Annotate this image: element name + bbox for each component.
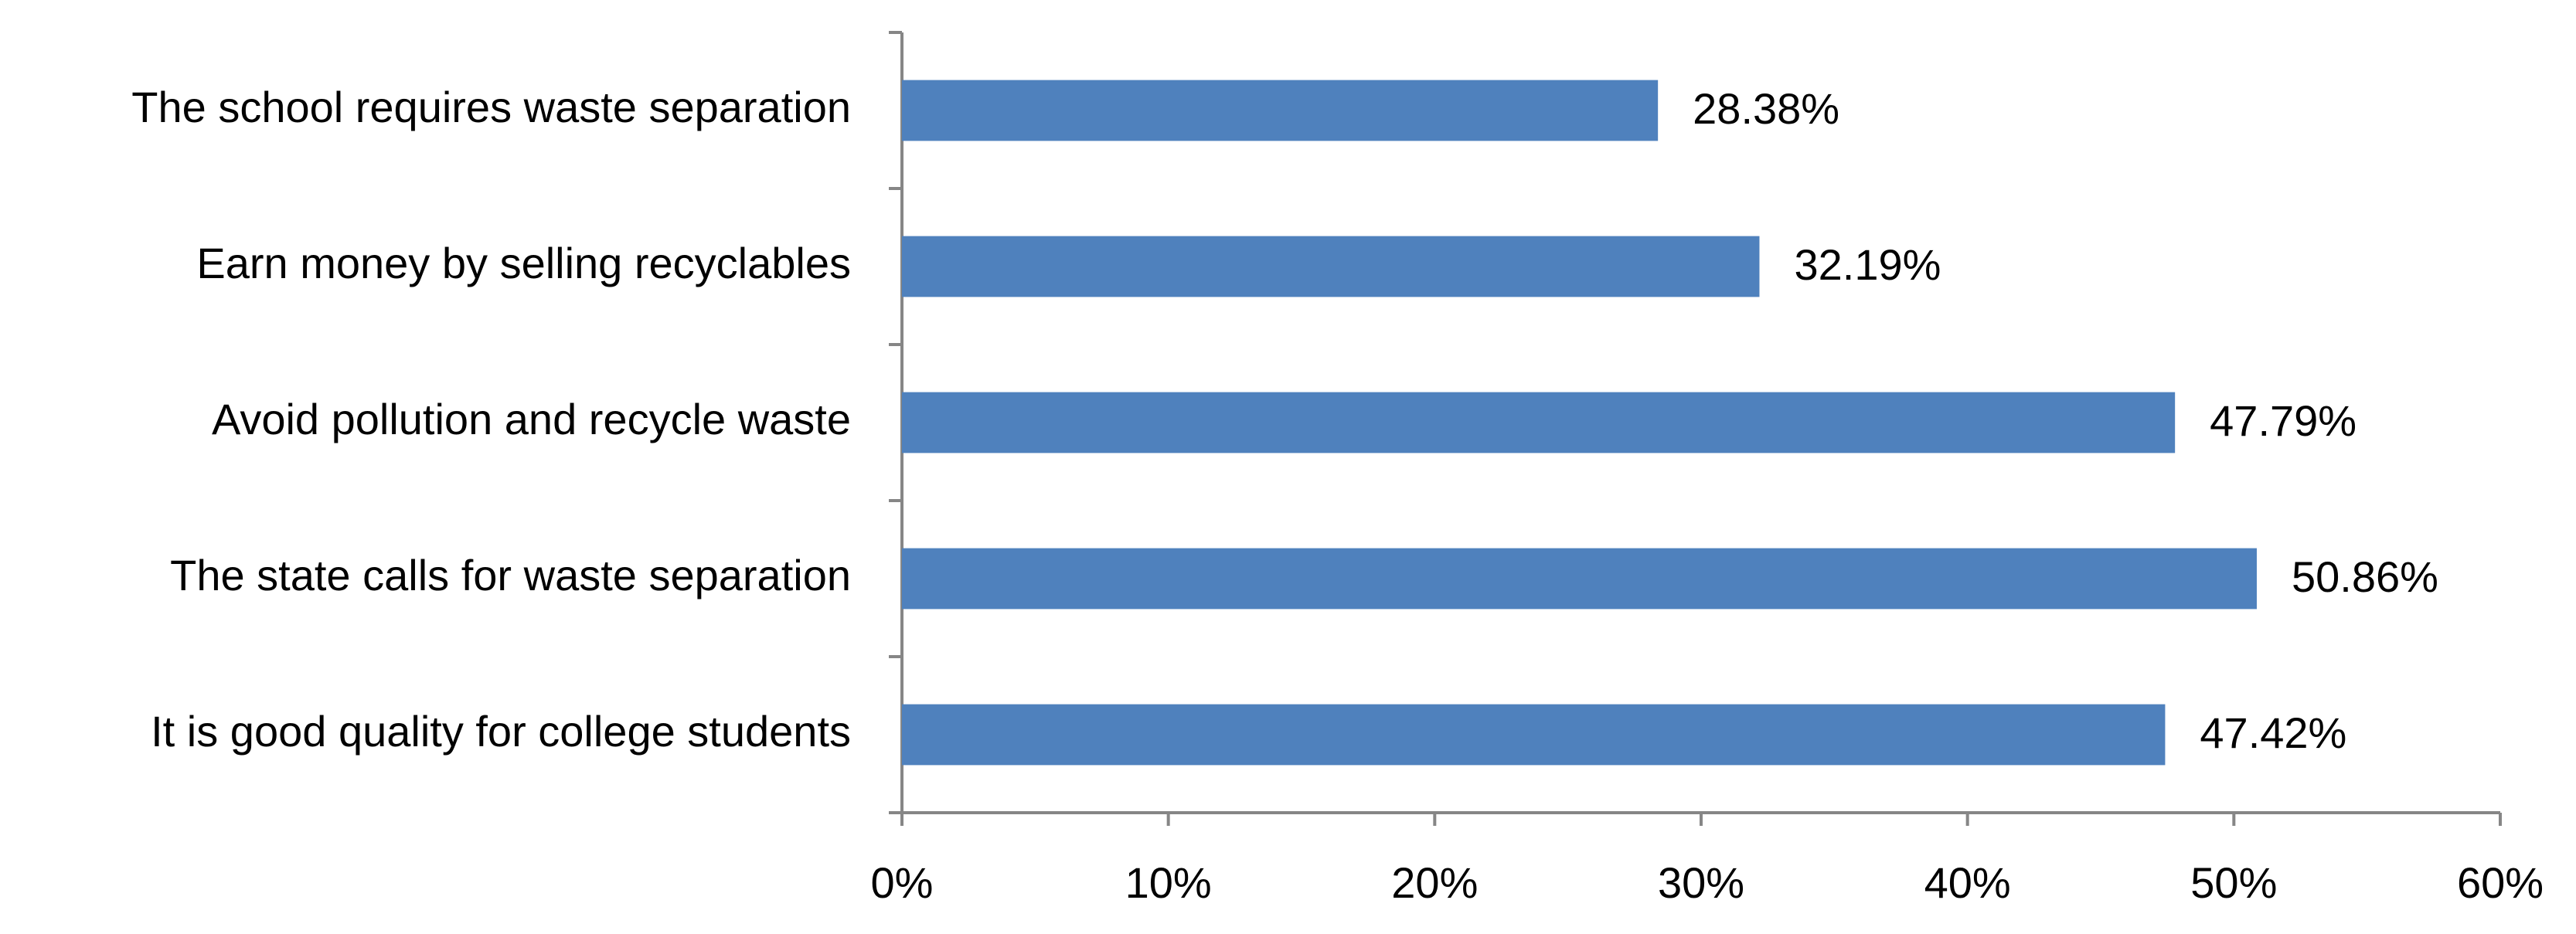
- x-tick-label: 60%: [2457, 858, 2544, 907]
- y-tick-label: The school requires waste separation: [131, 83, 851, 131]
- y-tick-label: Earn money by selling recyclables: [196, 239, 851, 287]
- bar: [902, 236, 1760, 297]
- y-tick-label: It is good quality for college students: [151, 707, 851, 756]
- data-label: 50.86%: [2292, 552, 2438, 601]
- data-label: 47.79%: [2210, 396, 2357, 445]
- x-tick-label: 40%: [1924, 858, 2011, 907]
- bar: [902, 392, 2176, 453]
- x-tick-label: 10%: [1125, 858, 1212, 907]
- x-tick-label: 20%: [1391, 858, 1478, 907]
- x-tick-label: 0%: [871, 858, 934, 907]
- bar: [902, 548, 2257, 610]
- data-label: 28.38%: [1693, 84, 1839, 133]
- data-label: 47.42%: [2200, 708, 2346, 757]
- y-tick-label: Avoid pollution and recycle waste: [212, 395, 851, 443]
- bar: [902, 80, 1659, 141]
- x-tick-label: 50%: [2190, 858, 2277, 907]
- y-tick-label: The state calls for waste separation: [170, 551, 851, 599]
- bar: [902, 704, 2166, 766]
- x-tick-label: 30%: [1658, 858, 1744, 907]
- data-label: 32.19%: [1794, 240, 1941, 289]
